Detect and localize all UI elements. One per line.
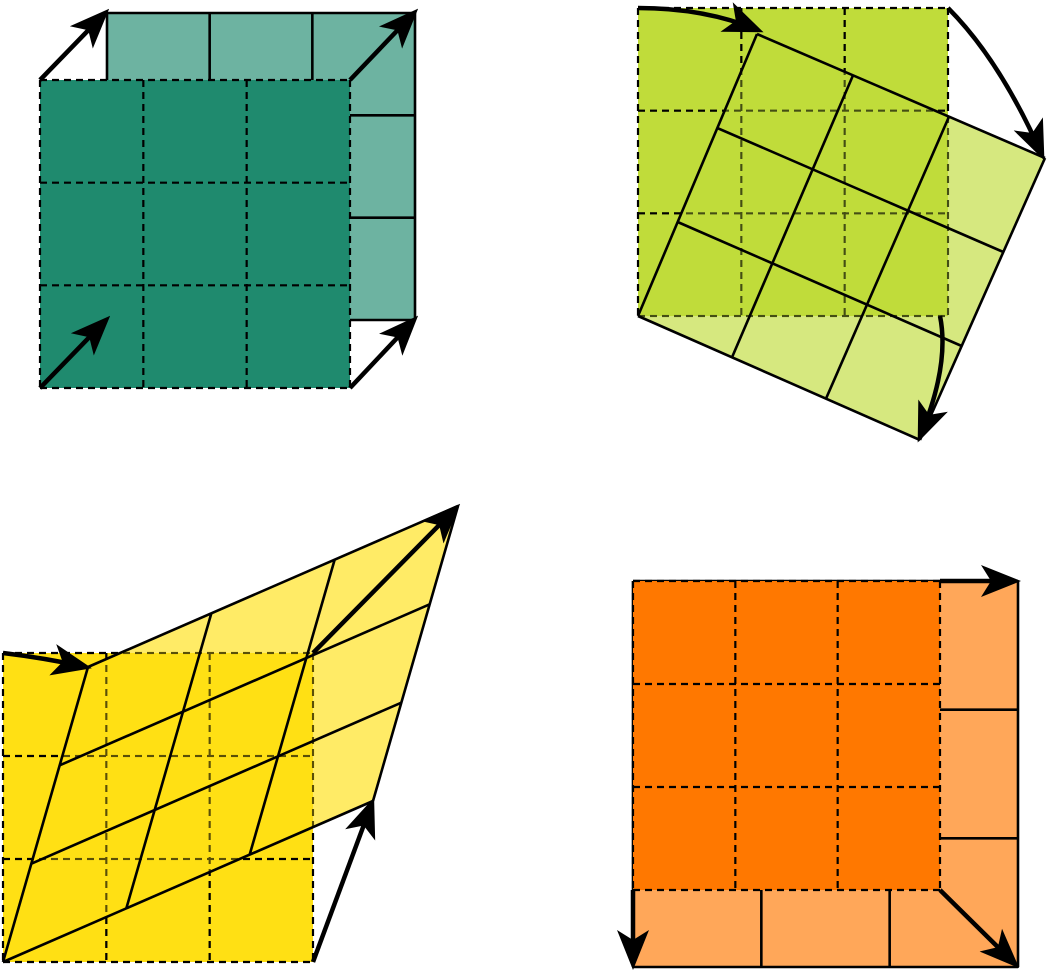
shear-transformed-hline — [2, 799, 374, 964]
arrow-icon — [2, 644, 92, 676]
arrow-icon — [348, 315, 419, 390]
rotation-transformed-hline — [716, 126, 1004, 254]
rotation-arrows — [637, 2, 1045, 443]
arrow-icon — [938, 888, 1020, 969]
arrow-icon — [38, 8, 110, 82]
arrow-icon — [38, 315, 111, 390]
rotation-transformed-vline — [730, 74, 855, 358]
shear-panel — [1, 503, 461, 964]
rotation-original-grid-ghost — [637, 7, 949, 317]
curved-arrow-icon — [637, 2, 764, 33]
rotation-transformed-hline — [756, 32, 1046, 160]
rotation-transformed-vline — [918, 157, 1047, 441]
shear-transformed-vline — [371, 505, 460, 802]
rotation-transformed-vline — [636, 33, 759, 317]
scaling-panel — [617, 565, 1021, 970]
shear-transformed-vline — [1, 666, 90, 963]
translation-arrows — [38, 8, 419, 390]
curved-arrow-icon — [917, 315, 948, 443]
rotation-transformed-hline — [637, 314, 921, 442]
translation-original-grid — [38, 78, 352, 390]
rotation-panel — [636, 2, 1047, 443]
arrow-icon — [348, 8, 419, 82]
arrow-icon — [311, 503, 461, 655]
shear-transformed-hline — [30, 701, 402, 865]
translation-original-fill — [40, 80, 350, 388]
scaling-arrows — [617, 565, 1021, 970]
shear-transformed-vline — [125, 612, 213, 909]
shear-transformed-hline — [87, 504, 459, 669]
shear-transformed-vline — [248, 559, 336, 856]
scaling-original-fill — [633, 581, 940, 890]
rotation-transformed-vline — [824, 116, 951, 400]
curved-arrow-icon — [946, 6, 1045, 161]
shear-arrows — [2, 503, 461, 963]
scaling-original-grid — [631, 579, 942, 892]
rotation-transformed-hline — [677, 220, 963, 348]
arrow-icon — [310, 797, 376, 963]
translation-panel — [38, 8, 419, 390]
shear-transformed-hline — [59, 603, 431, 767]
